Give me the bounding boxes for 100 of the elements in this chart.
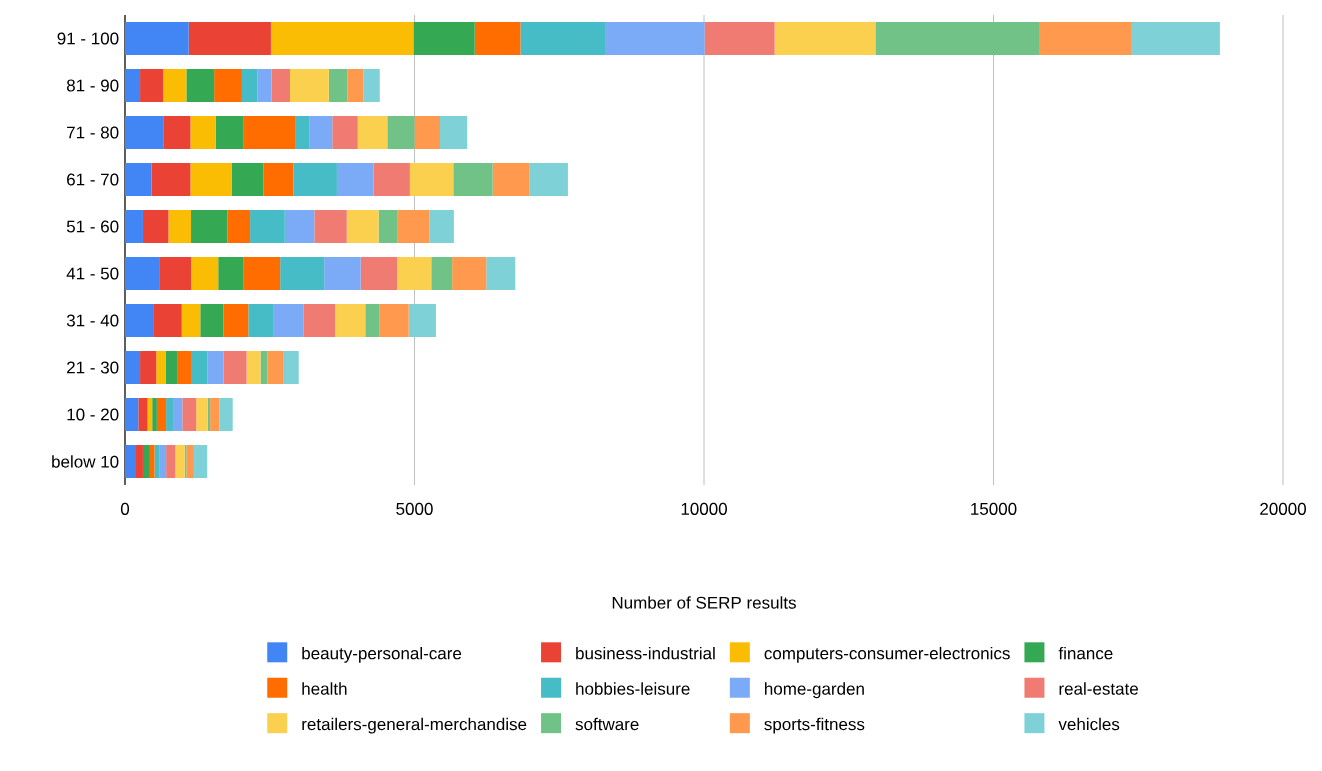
bar: [263, 163, 294, 196]
bar: [215, 116, 244, 149]
bar: [218, 257, 244, 290]
bar: [142, 445, 150, 478]
bar: [186, 445, 194, 478]
bar: [290, 69, 329, 102]
bar: [125, 69, 141, 102]
bar: [173, 398, 183, 431]
bar: [270, 22, 414, 55]
legend-label: retailers-general-merchandise: [302, 717, 527, 734]
legend-label: finance: [1058, 646, 1113, 660]
bar: [295, 116, 310, 149]
bar: [332, 116, 358, 149]
bar: [413, 22, 475, 55]
bar: [163, 69, 187, 102]
bar: [379, 304, 409, 337]
bar: [293, 163, 337, 196]
bar: [324, 257, 361, 290]
bar: [186, 69, 215, 102]
bar: [248, 304, 274, 337]
bar: [360, 257, 398, 290]
legend-label: home-garden: [765, 682, 864, 699]
bar: [387, 116, 415, 149]
bar: [357, 116, 388, 149]
bar: [303, 304, 336, 337]
bar: [774, 22, 876, 55]
bar: [605, 22, 705, 55]
bar: [196, 398, 208, 431]
bar: [520, 22, 605, 55]
bar: [227, 210, 251, 243]
x-tick-label: 20000: [1260, 502, 1306, 515]
bar: [125, 445, 136, 478]
bar: [1131, 22, 1220, 55]
bar: [704, 22, 775, 55]
legend-label: hobbies-leisure: [576, 682, 690, 695]
bar: [486, 257, 516, 290]
bar: [125, 351, 141, 384]
y-tick-label: 10 - 20: [67, 408, 119, 421]
bar: [191, 210, 228, 243]
bar: [142, 210, 169, 243]
bar: [431, 257, 453, 290]
bar: [181, 304, 201, 337]
bar: [136, 445, 143, 478]
bar: [346, 210, 379, 243]
bar: [125, 257, 160, 290]
bar: [125, 304, 154, 337]
x-tick-label: 10000: [681, 502, 727, 515]
bar: [159, 257, 192, 290]
bar: [219, 398, 233, 431]
legend-label: vehicles: [1058, 717, 1120, 731]
bar: [529, 163, 568, 196]
bar: [140, 351, 157, 384]
bar: [166, 445, 176, 478]
y-tick-label: 71 - 80: [67, 126, 119, 139]
bar: [363, 69, 380, 102]
bar: [280, 257, 325, 290]
bar: [214, 69, 242, 102]
bar: [156, 398, 167, 431]
bar: [153, 304, 182, 337]
bar: [453, 163, 493, 196]
bar: [163, 116, 191, 149]
bar: [188, 22, 271, 55]
y-tick-label: 21 - 30: [67, 361, 119, 374]
bar: [200, 304, 224, 337]
bar: [125, 116, 164, 149]
legend-label: computers-consumer-electronics: [764, 646, 1010, 663]
bar: [191, 351, 208, 384]
bar: [193, 445, 208, 478]
bar: [149, 445, 155, 478]
bar: [271, 69, 291, 102]
legend-label: health: [302, 682, 347, 695]
bar: [190, 116, 216, 149]
bar: [175, 445, 185, 478]
bar: [347, 69, 364, 102]
legend-label: real-estate: [1059, 682, 1138, 695]
bar: [125, 398, 139, 431]
bar: [190, 163, 232, 196]
bar: [250, 210, 285, 243]
y-tick-label: 51 - 60: [66, 220, 119, 233]
bar: [125, 163, 152, 196]
bar: [414, 116, 440, 149]
bar: [284, 210, 315, 243]
bar: [182, 398, 197, 431]
bar: [474, 22, 521, 55]
bar: [267, 351, 284, 384]
bar: [257, 69, 272, 102]
bar: [166, 398, 174, 431]
bar: [159, 445, 167, 478]
bar: [152, 398, 157, 431]
bar: [335, 304, 366, 337]
bar: [429, 210, 454, 243]
bar: [241, 69, 258, 102]
bar: [191, 257, 219, 290]
bar: [151, 163, 191, 196]
bar: [210, 398, 220, 431]
legend-label: beauty-personal-care: [302, 646, 462, 663]
bar: [397, 257, 432, 290]
x-tick-label: 15000: [971, 502, 1017, 515]
y-tick-label: 41 - 50: [66, 267, 119, 280]
bar: [231, 163, 264, 196]
